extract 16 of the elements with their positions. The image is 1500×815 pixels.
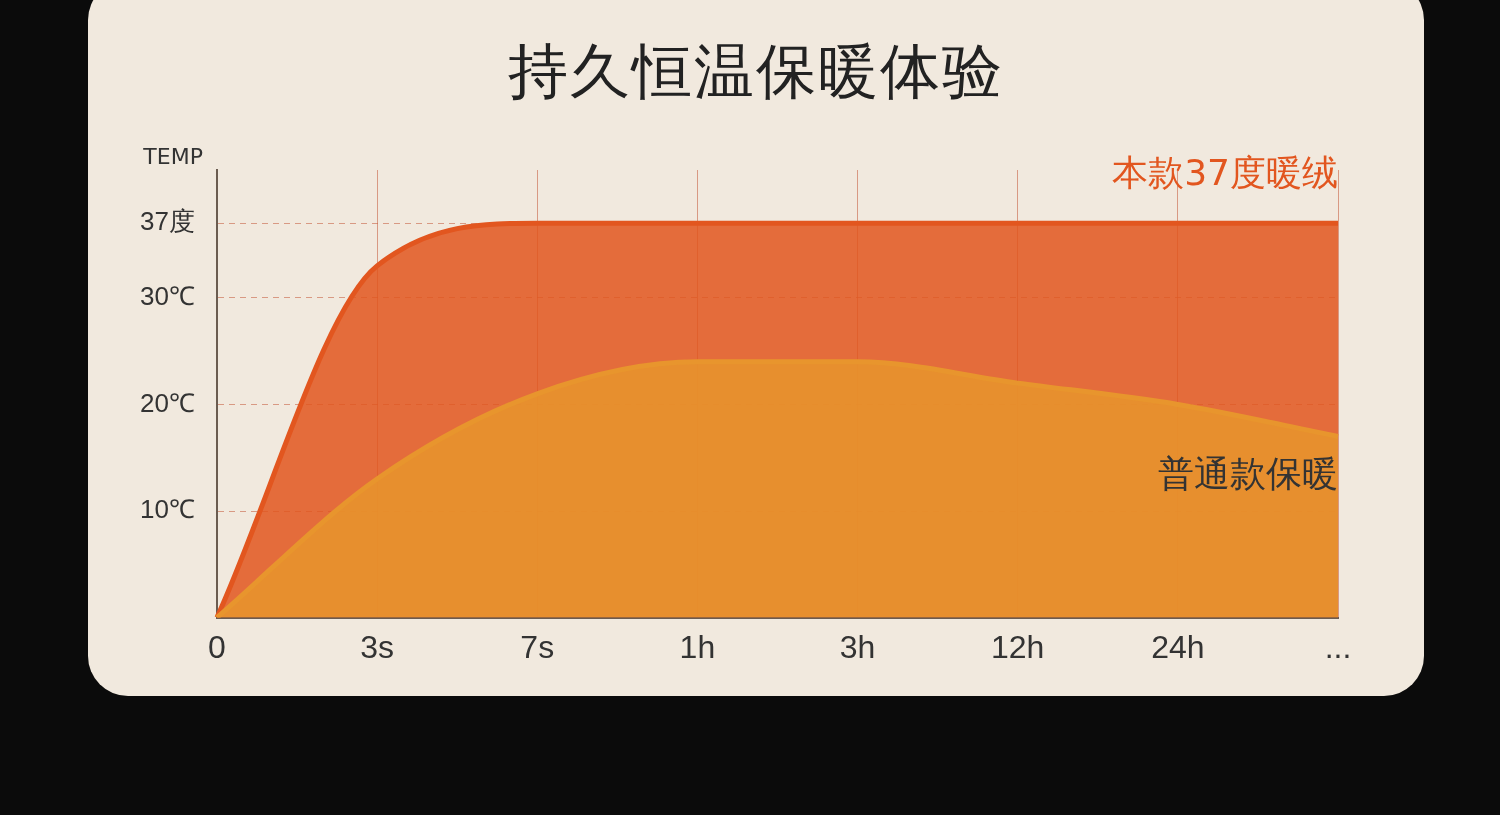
y-tick-label: 10℃ (140, 494, 195, 525)
x-tick-label: 7s (520, 628, 555, 665)
chart-title: 持久恒温保暖体验 (507, 35, 1005, 108)
x-tick-label: 1h (679, 628, 716, 665)
series-label: 普通款保暖 (1158, 452, 1338, 494)
series-label: 本款37度暖绒 (1112, 151, 1338, 193)
x-tick-label: 3s (360, 628, 394, 665)
y-tick-label: 37度 (140, 206, 195, 237)
x-tick-label: 12h (991, 628, 1045, 665)
y-tick-label: 20℃ (140, 387, 195, 418)
x-tick-label: 3h (839, 628, 876, 665)
y-tick-label: 30℃ (140, 281, 195, 312)
y-axis-title: TEMP (142, 143, 203, 169)
x-tick-label: ... (1324, 628, 1352, 665)
x-tick-label: 24h (1151, 628, 1205, 665)
x-tick-label: 0 (208, 628, 226, 665)
